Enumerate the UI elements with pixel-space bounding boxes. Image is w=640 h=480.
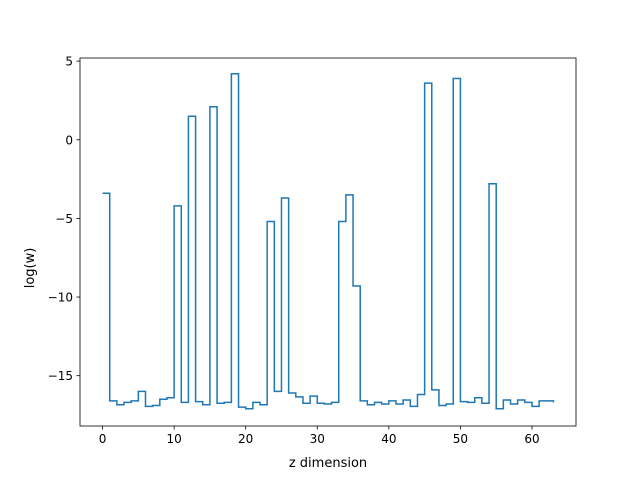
x-tick-label: 20 (238, 432, 253, 446)
y-tick-label: −15 (48, 369, 73, 383)
axes-frame (79, 57, 577, 427)
x-axis-label: z dimension (289, 456, 367, 471)
y-tick-label: −10 (48, 291, 73, 305)
series-line-0 (102, 72, 555, 410)
x-tick-label: 0 (99, 432, 107, 446)
plot-area (79, 57, 577, 427)
x-tick-label: 60 (524, 432, 539, 446)
y-tick-label: −5 (55, 212, 73, 226)
x-tick-label: 50 (453, 432, 468, 446)
y-tick-label: 5 (65, 55, 73, 69)
y-tick-label: 0 (65, 133, 73, 147)
x-tick-label: 10 (166, 432, 181, 446)
x-tick-label: 30 (310, 432, 325, 446)
x-tick-label: 40 (381, 432, 396, 446)
y-axis-label: log(w) (23, 248, 38, 289)
